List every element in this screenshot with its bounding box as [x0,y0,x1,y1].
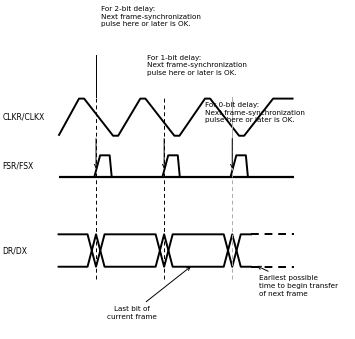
Text: For 0-bit delay:
Next frame-synchronization
pulse here or later is OK.: For 0-bit delay: Next frame-synchronizat… [205,102,305,123]
Text: DR/DX: DR/DX [2,246,27,255]
Text: For 1-bit delay:
Next frame-synchronization
pulse here or later is OK.: For 1-bit delay: Next frame-synchronizat… [147,55,247,76]
Text: Earliest possible
time to begin transfer
of next frame: Earliest possible time to begin transfer… [258,266,339,297]
Text: FSR/FSX: FSR/FSX [2,162,34,171]
Text: For 2-bit delay:
Next frame-synchronization
pulse here or later is OK.: For 2-bit delay: Next frame-synchronizat… [101,6,201,27]
Text: Last bit of
current frame: Last bit of current frame [107,267,190,320]
Text: CLKR/CLKX: CLKR/CLKX [2,113,45,122]
